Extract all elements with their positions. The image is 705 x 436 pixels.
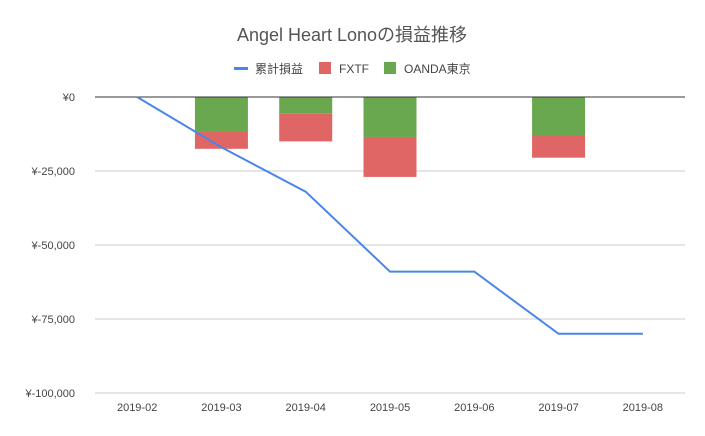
- legend-label-fxtf: FXTF: [339, 62, 369, 76]
- bar-oanda-2019-05: [363, 97, 417, 137]
- legend-swatch-cumulative: [234, 67, 248, 70]
- x-axis: 2019-02 2019-03 2019-04 2019-05 2019-06 2019-…: [117, 402, 663, 414]
- bar-oanda-2019-04: [279, 97, 333, 114]
- legend-item-fxtf: FXTF: [319, 62, 369, 76]
- y-axis: ¥0 ¥-25,000 ¥-50,000 ¥-75,000 ¥-100,000: [24, 92, 75, 400]
- y-tick-label: ¥-25,000: [31, 166, 75, 178]
- x-tick-label: 2019-07: [538, 402, 578, 414]
- y-tick-label: ¥-100,000: [24, 388, 75, 400]
- bar-fxtf-2019-05: [363, 136, 417, 177]
- legend-label-oanda: OANDA東京: [404, 62, 471, 76]
- bar-fxtf-2019-03: [194, 131, 248, 149]
- y-tick-label: ¥-50,000: [31, 240, 75, 252]
- chart-title: Angel Heart Lonoの損益推移: [237, 25, 467, 45]
- x-tick-label: 2019-08: [623, 402, 663, 414]
- legend-label-cumulative: 累計損益: [255, 61, 303, 76]
- bar-oanda-2019-07: [532, 97, 586, 136]
- x-tick-label: 2019-03: [201, 402, 241, 414]
- bar-fxtf-2019-04: [279, 113, 333, 142]
- grid-lines: [95, 170, 685, 394]
- bar-fxtf-2019-07: [532, 135, 586, 158]
- y-tick-label: ¥0: [62, 92, 75, 104]
- legend-swatch-fxtf: [319, 62, 331, 74]
- bars: [194, 97, 586, 177]
- x-tick-label: 2019-06: [454, 402, 494, 414]
- legend-item-oanda: OANDA東京: [384, 62, 471, 76]
- x-tick-label: 2019-02: [117, 402, 157, 414]
- y-tick-label: ¥-75,000: [31, 314, 75, 326]
- legend: 累計損益 FXTF OANDA東京: [234, 61, 471, 76]
- cumulative-series-line: [136, 96, 643, 335]
- legend-item-cumulative: 累計損益: [234, 61, 303, 76]
- x-tick-label: 2019-05: [370, 402, 410, 414]
- bar-oanda-2019-03: [194, 97, 248, 132]
- cumulative-line: [136, 96, 643, 335]
- legend-swatch-oanda: [384, 62, 396, 74]
- x-tick-label: 2019-04: [286, 402, 326, 414]
